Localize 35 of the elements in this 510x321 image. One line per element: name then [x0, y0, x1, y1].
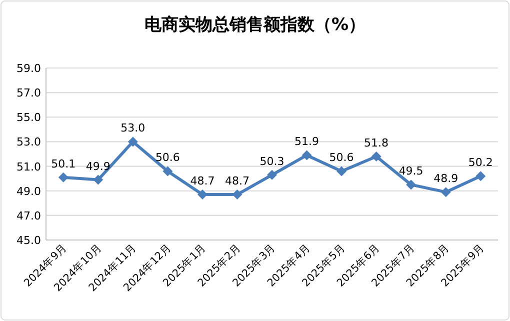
point: [336, 166, 347, 176]
point: [197, 190, 208, 200]
data-label: 51.8: [364, 136, 389, 150]
chart-title: 电商实物总销售额指数（%）: [144, 15, 366, 35]
point: [440, 187, 451, 198]
point: [58, 172, 68, 182]
point: [476, 171, 486, 182]
point: [267, 170, 277, 180]
y-tick-label: 45.0: [16, 234, 41, 247]
data-label: 48.7: [224, 174, 250, 188]
data-label: 49.9: [86, 160, 110, 173]
point: [302, 150, 312, 160]
point: [232, 190, 242, 200]
y-tick-label: 47.0: [16, 209, 41, 222]
data-label: 50.6: [155, 151, 180, 164]
data-label: 50.3: [260, 154, 284, 168]
data-label: 49.5: [398, 164, 424, 178]
data-label: 50.2: [468, 156, 493, 170]
y-tick-label: 59.0: [16, 62, 41, 75]
point: [371, 151, 382, 162]
point: [93, 174, 104, 185]
point: [162, 166, 173, 176]
data-label: 53.0: [120, 122, 146, 135]
data-label: 48.9: [434, 172, 458, 186]
data-label: 50.1: [51, 157, 76, 170]
y-tick-label: 51.0: [16, 160, 41, 174]
y-tick-label: 49.0: [16, 184, 41, 198]
y-tick-label: 57.0: [16, 86, 41, 100]
data-label: 50.6: [329, 151, 354, 164]
y-tick-label: 55.0: [16, 111, 41, 124]
point: [128, 136, 138, 147]
point: [406, 180, 416, 190]
y-tick-label: 53.0: [16, 136, 41, 149]
data-label: 51.9: [294, 135, 320, 148]
data-label: 48.7: [190, 174, 215, 188]
